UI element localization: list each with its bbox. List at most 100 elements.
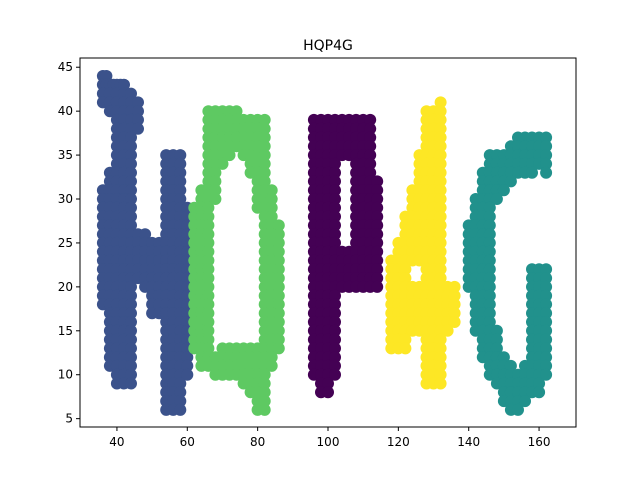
data-point <box>202 342 215 355</box>
data-point <box>272 289 285 302</box>
data-point <box>434 96 447 109</box>
data-point <box>272 254 285 267</box>
data-point <box>371 228 384 241</box>
data-point <box>209 193 222 205</box>
data-point <box>329 210 341 223</box>
data-point <box>125 342 137 355</box>
data-point <box>125 175 137 188</box>
data-point <box>483 263 496 276</box>
data-point <box>434 263 447 276</box>
data-point <box>434 377 447 390</box>
data-point <box>434 236 447 249</box>
data-point <box>272 280 285 293</box>
data-point <box>490 333 503 346</box>
data-point <box>329 333 341 346</box>
data-point <box>371 201 384 214</box>
data-point <box>125 149 137 162</box>
data-point <box>202 228 215 241</box>
data-point <box>174 193 187 205</box>
y-tick-label: 40 <box>58 104 73 118</box>
data-point <box>371 236 384 249</box>
data-point <box>125 324 137 337</box>
data-point <box>448 307 461 320</box>
data-point <box>181 368 194 381</box>
data-point <box>371 245 384 258</box>
data-point <box>483 298 496 311</box>
data-point <box>364 166 377 179</box>
data-point <box>399 342 412 355</box>
data-point <box>540 324 553 337</box>
data-point <box>364 122 377 135</box>
data-point <box>540 333 553 346</box>
data-point <box>434 201 447 214</box>
data-point <box>434 157 447 170</box>
data-point <box>174 386 187 399</box>
data-point <box>371 280 384 293</box>
data-point <box>399 263 412 276</box>
data-point <box>540 342 553 355</box>
data-point <box>223 149 236 162</box>
data-point <box>258 368 271 381</box>
data-point <box>125 333 137 346</box>
data-point <box>448 280 461 293</box>
data-point <box>272 316 285 328</box>
data-point <box>434 219 447 232</box>
data-point <box>434 193 447 205</box>
data-point <box>258 122 271 135</box>
data-point <box>202 210 215 223</box>
data-point <box>265 193 278 205</box>
data-point <box>533 377 546 390</box>
data-point <box>322 377 334 390</box>
data-point <box>512 403 524 416</box>
data-point <box>181 351 194 364</box>
data-point <box>434 333 447 346</box>
data-point <box>434 149 447 162</box>
data-point <box>329 351 341 364</box>
data-point <box>329 307 341 320</box>
data-point <box>125 359 137 372</box>
data-point <box>265 210 278 223</box>
x-tick-label: 100 <box>317 435 340 449</box>
data-point <box>322 386 334 399</box>
data-point <box>265 201 278 214</box>
data-point <box>434 254 447 267</box>
data-point <box>329 298 341 311</box>
data-point <box>258 166 271 179</box>
data-point <box>272 245 285 258</box>
data-point <box>125 157 137 170</box>
data-point <box>125 210 137 223</box>
data-point <box>174 166 187 179</box>
data-point <box>399 272 412 285</box>
data-point <box>448 298 461 311</box>
data-point <box>483 289 496 302</box>
data-point <box>272 263 285 276</box>
data-point <box>329 368 341 381</box>
data-point <box>540 351 553 364</box>
data-point <box>490 193 503 205</box>
data-point <box>434 210 447 223</box>
data-point <box>202 254 215 267</box>
data-point <box>329 228 341 241</box>
data-point <box>441 324 454 337</box>
data-point <box>329 342 341 355</box>
data-point <box>371 263 384 276</box>
data-point <box>258 157 271 170</box>
x-tick-label: 60 <box>180 435 195 449</box>
data-point <box>329 193 341 205</box>
data-point <box>483 245 496 258</box>
data-point <box>174 175 187 188</box>
data-points <box>96 70 553 416</box>
data-point <box>132 96 144 109</box>
data-point <box>202 236 215 249</box>
data-point <box>258 113 271 126</box>
data-point <box>399 333 412 346</box>
data-point <box>540 140 553 153</box>
x-tick-label: 120 <box>387 435 410 449</box>
series-0 <box>96 70 194 416</box>
data-point <box>125 219 137 232</box>
data-point <box>540 149 553 162</box>
x-tick-label: 160 <box>528 435 551 449</box>
data-point <box>258 395 271 408</box>
data-point <box>209 184 222 197</box>
data-point <box>329 201 341 214</box>
